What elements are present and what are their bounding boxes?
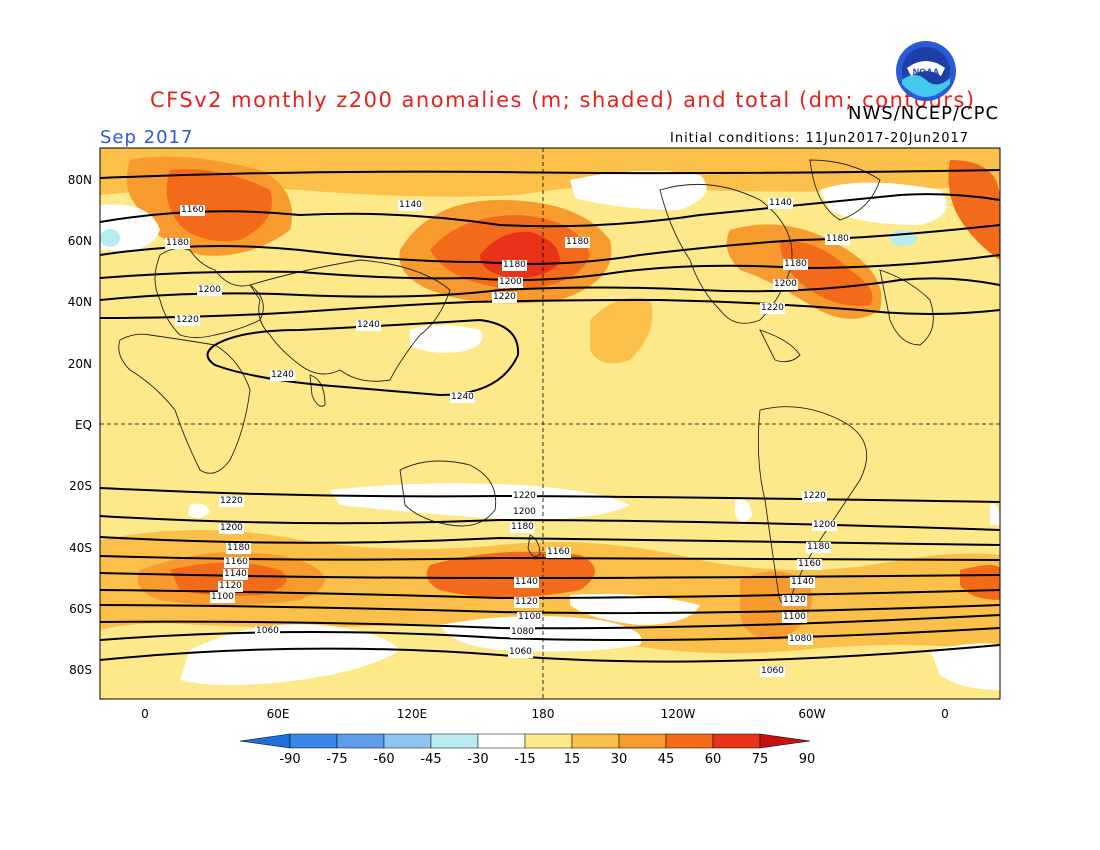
contour-label: 1140 bbox=[514, 577, 539, 588]
contour-label: 1180 bbox=[806, 542, 831, 553]
contour-label: 1160 bbox=[180, 205, 205, 216]
lat-label-40s: 40S bbox=[69, 541, 92, 555]
contour-label: 1120 bbox=[514, 597, 539, 608]
contour-label: 1160 bbox=[224, 557, 249, 568]
contour-label: 1060 bbox=[760, 666, 785, 677]
chart-title: CFSv2 monthly z200 anomalies (m; shaded)… bbox=[150, 88, 976, 112]
contour-label: 1200 bbox=[773, 279, 798, 290]
contour-label: 1240 bbox=[356, 320, 381, 331]
contour-label: 1180 bbox=[783, 259, 808, 270]
contour-label: 1180 bbox=[502, 260, 527, 271]
contour-label: 1180 bbox=[825, 234, 850, 245]
contour-label: 1060 bbox=[508, 647, 533, 658]
contour-label: 1220 bbox=[492, 292, 517, 303]
colorbar-tick-label: 60 bbox=[704, 752, 722, 767]
lon-label-120e: 120E bbox=[396, 707, 428, 721]
contour-label: 1200 bbox=[512, 507, 537, 518]
colorbar-tick-label: -30 bbox=[467, 752, 489, 767]
contour-label: 1220 bbox=[760, 303, 785, 314]
contour-label: 1060 bbox=[255, 626, 280, 637]
contour-label: 1220 bbox=[802, 491, 827, 502]
lat-label-20s: 20S bbox=[69, 479, 92, 493]
colorbar-tick-label: -75 bbox=[326, 752, 348, 767]
lat-label-60s: 60S bbox=[69, 602, 92, 616]
colorbar-tick-label: -45 bbox=[420, 752, 442, 767]
contour-label: 1100 bbox=[517, 612, 542, 623]
colorbar-tick-label: 15 bbox=[563, 752, 581, 767]
logo-text: NOAA bbox=[913, 67, 940, 77]
lon-label-60e: 60E bbox=[266, 707, 290, 721]
contour-label: 1220 bbox=[512, 491, 537, 502]
colorbar-tick-label: 45 bbox=[657, 752, 675, 767]
lat-label-20n: 20N bbox=[67, 357, 92, 371]
contour-label: 1080 bbox=[510, 627, 535, 638]
agency-label: NWS/NCEP/CPC bbox=[848, 103, 1000, 124]
anomaly-shading bbox=[100, 148, 1000, 699]
forecast-month: Sep 2017 bbox=[100, 127, 194, 148]
lon-label-0-right: 0 bbox=[941, 707, 949, 721]
contour-label: 1120 bbox=[782, 595, 807, 606]
colorbar-tick-label: -90 bbox=[279, 752, 301, 767]
lon-label-60w: 60W bbox=[798, 707, 826, 721]
colorbar-tick-label: -15 bbox=[514, 752, 536, 767]
contour-label: 1160 bbox=[546, 547, 571, 558]
initial-conditions: Initial conditions: 11Jun2017-20Jun2017 bbox=[670, 131, 970, 146]
contour-lines bbox=[100, 169, 1000, 663]
lat-label-eq: EQ bbox=[74, 418, 92, 432]
colorbar-tick-label: -60 bbox=[373, 752, 395, 767]
contour-label: 1140 bbox=[223, 569, 248, 580]
lon-label-0: 0 bbox=[141, 707, 149, 721]
lat-label-60n: 60N bbox=[67, 234, 92, 248]
colorbar-tick-label: 90 bbox=[798, 752, 816, 767]
lat-label-80s: 80S bbox=[69, 663, 92, 677]
colorbar-tick-label: 75 bbox=[751, 752, 769, 767]
contour-label: 1160 bbox=[797, 559, 822, 570]
contour-label: 1200 bbox=[498, 277, 523, 288]
contour-label: 1180 bbox=[226, 543, 251, 554]
contour-label: 1240 bbox=[270, 370, 295, 381]
contour-label: 1140 bbox=[398, 200, 423, 211]
contour-label: 1200 bbox=[197, 285, 222, 296]
contour-label: 1100 bbox=[210, 592, 235, 603]
contour-label: 1100 bbox=[782, 612, 807, 623]
contour-label: 1080 bbox=[788, 634, 813, 645]
noaa-logo-icon: NOAA bbox=[896, 41, 956, 101]
contour-label: 1200 bbox=[812, 520, 837, 531]
contour-label: 1200 bbox=[219, 523, 244, 534]
contour-label: 1240 bbox=[450, 392, 475, 403]
colorbar-tick-label: 30 bbox=[610, 752, 628, 767]
lon-label-120w: 120W bbox=[660, 707, 696, 721]
lon-label-180: 180 bbox=[531, 707, 555, 721]
contour-label: 1220 bbox=[219, 496, 244, 507]
contour-label: 1120 bbox=[218, 581, 243, 592]
contour-label: 1140 bbox=[768, 198, 793, 209]
lat-label-80n: 80N bbox=[67, 173, 92, 187]
contour-label: 1140 bbox=[790, 577, 815, 588]
contour-label: 1180 bbox=[510, 522, 535, 533]
contour-label: 1180 bbox=[165, 238, 190, 249]
contour-label: 1220 bbox=[175, 315, 200, 326]
lat-label-40n: 40N bbox=[67, 295, 92, 309]
contour-label: 1180 bbox=[565, 237, 590, 248]
